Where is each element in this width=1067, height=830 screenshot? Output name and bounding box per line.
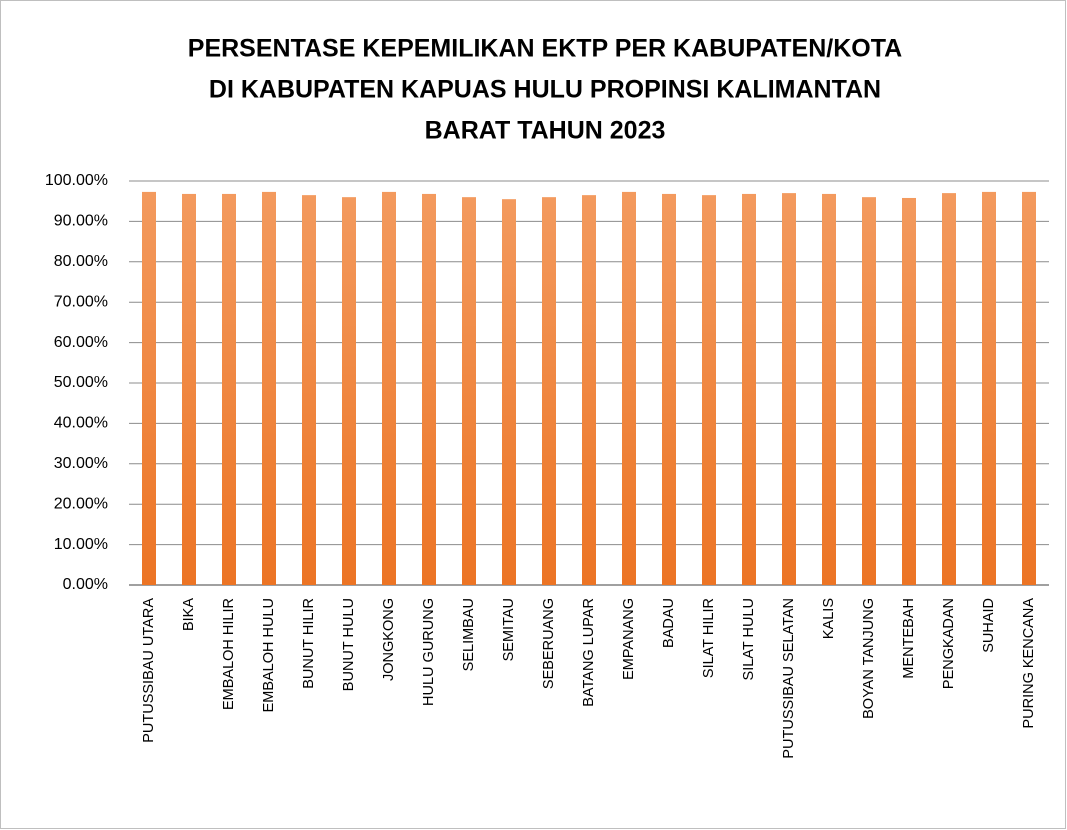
x-tick-label: PUTUSSIBAU UTARA bbox=[141, 598, 157, 743]
y-tick-label: 0.00% bbox=[63, 576, 108, 593]
y-tick-label: 90.00% bbox=[54, 213, 108, 230]
x-tick-label: BATANG LUPAR bbox=[581, 598, 597, 707]
chart-title: DI KABUPATEN KAPUAS HULU PROPINSI KALIMA… bbox=[209, 76, 881, 104]
x-tick-label: PURING KENCANA bbox=[1021, 598, 1037, 729]
bar bbox=[902, 197, 916, 585]
x-tick-label: BOYAN TANJUNG bbox=[861, 598, 877, 719]
bar bbox=[782, 193, 796, 585]
x-tick-label: BUNUT HILIR bbox=[301, 598, 317, 689]
bar bbox=[342, 197, 356, 585]
x-tick-label: SEMITAU bbox=[501, 598, 517, 661]
x-tick-label: PUTUSSIBAU SELATAN bbox=[781, 598, 797, 759]
bar bbox=[222, 193, 236, 586]
x-tick-label: SUHAID bbox=[981, 598, 997, 653]
bar bbox=[142, 191, 156, 585]
chart-title: BARAT TAHUN 2023 bbox=[425, 117, 666, 145]
x-tick-label: SILAT HULU bbox=[741, 598, 757, 680]
x-tick-label: SELIMBAU bbox=[461, 598, 477, 671]
bar bbox=[462, 197, 476, 585]
y-tick-label: 40.00% bbox=[54, 415, 108, 432]
x-tick-label: SILAT HILIR bbox=[701, 598, 717, 678]
y-tick-label: 30.00% bbox=[54, 455, 108, 472]
bar bbox=[822, 193, 836, 586]
x-tick-label: JONGKONG bbox=[381, 598, 397, 681]
x-tick-label: KALIS bbox=[821, 598, 837, 639]
bar bbox=[742, 193, 756, 586]
bar bbox=[662, 193, 676, 586]
y-tick-label: 20.00% bbox=[54, 495, 108, 512]
bar bbox=[502, 199, 516, 585]
bar bbox=[942, 193, 956, 585]
x-tick-label: BUNUT HULU bbox=[341, 598, 357, 691]
bar bbox=[1022, 191, 1036, 585]
bar bbox=[422, 193, 436, 586]
bar bbox=[622, 191, 636, 585]
y-tick-label: 10.00% bbox=[54, 536, 108, 553]
x-tick-label: EMPANANG bbox=[621, 598, 637, 680]
bar bbox=[982, 191, 996, 585]
x-tick-label: BADAU bbox=[661, 598, 677, 648]
bar bbox=[182, 193, 196, 586]
bar bbox=[302, 195, 316, 585]
bar bbox=[382, 191, 396, 585]
bar bbox=[862, 197, 876, 585]
x-tick-label: HULU GURUNG bbox=[421, 598, 437, 706]
y-tick-label: 50.00% bbox=[54, 374, 108, 391]
bar bbox=[702, 195, 716, 585]
x-tick-label: BIKA bbox=[181, 598, 197, 631]
y-tick-label: 80.00% bbox=[54, 253, 108, 270]
x-tick-label: PENGKADAN bbox=[941, 598, 957, 689]
chart-title: PERSENTASE KEPEMILIKAN EKTP PER KABUPATE… bbox=[188, 35, 902, 63]
bar bbox=[262, 191, 276, 585]
bar bbox=[542, 197, 556, 585]
y-tick-label: 70.00% bbox=[54, 293, 108, 310]
x-tick-label: MENTEBAH bbox=[901, 598, 917, 679]
y-tick-label: 100.00% bbox=[45, 172, 108, 189]
x-tick-label: EMBALOH HILIR bbox=[221, 598, 237, 710]
x-tick-label: SEBERUANG bbox=[541, 598, 557, 689]
y-tick-label: 60.00% bbox=[54, 334, 108, 351]
x-tick-label: EMBALOH HULU bbox=[261, 598, 277, 712]
bar bbox=[582, 195, 596, 585]
